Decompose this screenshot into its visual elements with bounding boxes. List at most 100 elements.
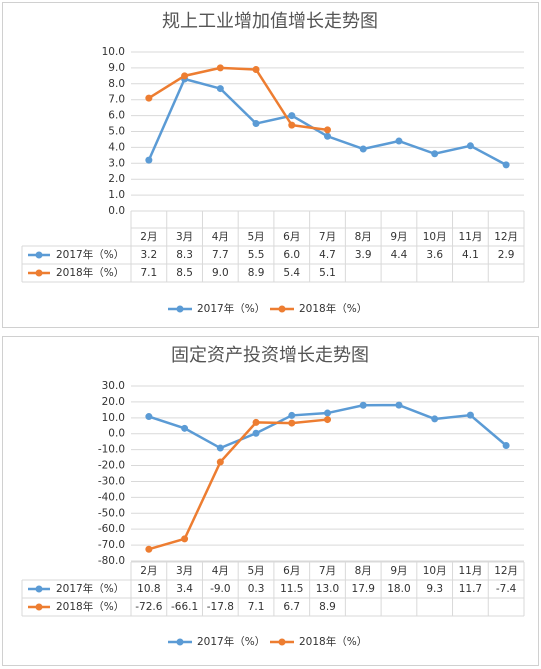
point bbox=[324, 416, 331, 424]
table-value: -9.0 bbox=[210, 583, 231, 595]
table-value: 3.6 bbox=[426, 249, 443, 261]
table-value: 6.7 bbox=[283, 601, 300, 613]
table-value: 10.8 bbox=[137, 583, 160, 595]
point bbox=[288, 411, 296, 419]
point bbox=[216, 444, 224, 452]
y-tick-label: 9.0 bbox=[108, 62, 125, 74]
x-tick-label: 2月 bbox=[140, 565, 157, 577]
y-tick-label: 5.0 bbox=[108, 126, 125, 138]
x-tick-label: 2月 bbox=[140, 231, 157, 243]
x-tick-label: 7月 bbox=[319, 565, 336, 577]
table-value: -66.1 bbox=[171, 601, 198, 613]
row-legend-marker bbox=[35, 251, 43, 259]
x-tick-label: 11月 bbox=[458, 231, 482, 243]
y-tick-label: 30.0 bbox=[102, 380, 125, 392]
row-legend-marker bbox=[35, 585, 43, 593]
point bbox=[395, 401, 403, 409]
table-value: -17.8 bbox=[207, 601, 234, 613]
y-tick-label: 20.0 bbox=[102, 396, 125, 408]
row-header: 2017年（%） bbox=[56, 248, 124, 261]
point bbox=[502, 161, 510, 169]
table-value: 5.1 bbox=[319, 267, 336, 279]
point bbox=[431, 150, 439, 158]
point bbox=[288, 419, 296, 427]
table-value: 17.9 bbox=[352, 583, 375, 595]
table-value: 9.0 bbox=[212, 267, 229, 279]
x-tick-label: 5月 bbox=[247, 231, 264, 243]
x-tick-label: 8月 bbox=[355, 231, 372, 243]
y-tick-label: 2.0 bbox=[108, 173, 125, 185]
point bbox=[324, 126, 331, 134]
y-tick-label: -60.0 bbox=[98, 523, 125, 535]
table-value: 4.7 bbox=[319, 249, 336, 261]
table-value: 7.1 bbox=[248, 601, 265, 613]
point bbox=[181, 72, 189, 80]
table-value: 9.3 bbox=[426, 583, 443, 595]
x-tick-label: 3月 bbox=[176, 565, 193, 577]
x-tick-label: 7月 bbox=[319, 231, 336, 243]
table-value: 4.1 bbox=[462, 249, 479, 261]
legend-marker bbox=[278, 305, 286, 313]
chart-title: 固定资产投资增长走势图 bbox=[171, 345, 369, 366]
y-tick-label: -10.0 bbox=[98, 444, 125, 456]
point bbox=[252, 429, 260, 437]
x-tick-label: 11月 bbox=[458, 565, 482, 577]
table-value: 3.9 bbox=[355, 249, 372, 261]
table-value: 5.4 bbox=[283, 267, 300, 279]
table-value: 7.1 bbox=[141, 267, 158, 279]
point bbox=[216, 85, 224, 93]
row-header: 2018年（%） bbox=[56, 266, 124, 279]
row-legend-marker bbox=[35, 269, 43, 277]
x-tick-label: 12月 bbox=[494, 231, 518, 243]
chart-title: 规上工业增加值增长走势图 bbox=[162, 11, 378, 32]
table-value: 11.7 bbox=[459, 583, 482, 595]
point bbox=[288, 112, 296, 120]
y-tick-label: -70.0 bbox=[98, 539, 125, 551]
table-value: -7.4 bbox=[496, 583, 517, 595]
point bbox=[252, 120, 260, 128]
y-tick-label: -30.0 bbox=[98, 475, 125, 487]
point bbox=[431, 415, 439, 423]
x-tick-label: 10月 bbox=[423, 565, 447, 577]
table-value: 5.5 bbox=[248, 249, 265, 261]
table-value: 3.4 bbox=[176, 583, 193, 595]
row-header: 2018年（%） bbox=[56, 600, 124, 613]
table-value: 6.0 bbox=[283, 249, 300, 261]
table-value: 18.0 bbox=[387, 583, 410, 595]
legend-label: 2018年（%） bbox=[299, 302, 367, 315]
legend-marker bbox=[176, 638, 184, 646]
point bbox=[359, 401, 367, 409]
point bbox=[252, 65, 260, 73]
point bbox=[145, 545, 153, 553]
point bbox=[145, 156, 153, 164]
y-tick-label: -20.0 bbox=[98, 460, 125, 472]
y-tick-label: 0.0 bbox=[108, 205, 125, 217]
table-value: 8.9 bbox=[319, 601, 336, 613]
point bbox=[324, 409, 331, 417]
point bbox=[216, 458, 224, 466]
point bbox=[145, 413, 153, 421]
legend-marker bbox=[278, 638, 286, 646]
y-tick-label: 8.0 bbox=[108, 78, 125, 90]
table-value: 4.4 bbox=[391, 249, 408, 261]
y-tick-label: -40.0 bbox=[98, 491, 125, 503]
table-value: 2.9 bbox=[498, 249, 515, 261]
x-tick-label: 4月 bbox=[212, 231, 229, 243]
y-tick-label: 4.0 bbox=[108, 141, 125, 153]
table-value: 11.5 bbox=[280, 583, 303, 595]
x-tick-label: 6月 bbox=[283, 231, 300, 243]
point bbox=[252, 418, 260, 426]
x-tick-label: 10月 bbox=[423, 231, 447, 243]
y-tick-label: 6.0 bbox=[108, 110, 125, 122]
x-tick-label: 5月 bbox=[247, 565, 264, 577]
y-tick-label: -50.0 bbox=[98, 507, 125, 519]
x-tick-label: 12月 bbox=[494, 565, 518, 577]
point bbox=[288, 121, 296, 129]
table-value: 7.7 bbox=[212, 249, 229, 261]
series-line bbox=[148, 66, 328, 132]
point bbox=[359, 145, 367, 153]
point bbox=[395, 137, 403, 145]
point bbox=[181, 424, 189, 432]
table-value: 13.0 bbox=[316, 583, 339, 595]
